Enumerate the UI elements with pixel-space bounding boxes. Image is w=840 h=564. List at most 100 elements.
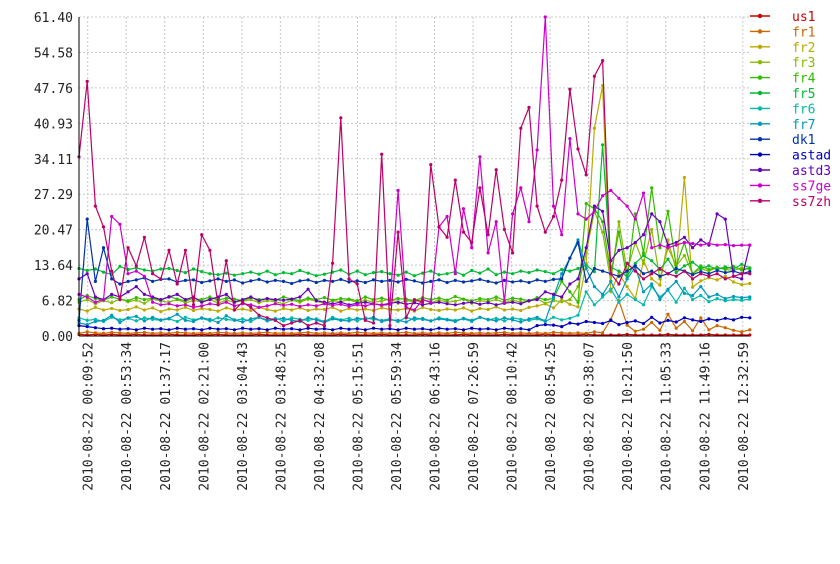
data-point <box>486 327 490 331</box>
data-point <box>371 326 376 330</box>
data-point <box>568 316 572 320</box>
data-point <box>576 313 580 317</box>
data-point <box>584 201 588 206</box>
data-point <box>396 297 400 301</box>
data-point <box>396 273 400 277</box>
data-point <box>551 330 556 334</box>
data-point <box>159 318 163 322</box>
data-point <box>715 297 719 301</box>
legend-marker <box>757 121 763 127</box>
data-point <box>461 306 466 310</box>
data-point <box>151 315 155 319</box>
data-point <box>740 243 744 247</box>
data-point <box>322 272 326 276</box>
data-point <box>519 302 523 306</box>
data-point <box>159 298 163 302</box>
data-point <box>576 331 580 335</box>
data-point <box>322 278 326 282</box>
data-point <box>658 298 662 302</box>
data-point <box>306 271 310 275</box>
data-point <box>682 175 687 180</box>
data-point <box>543 323 547 327</box>
data-point <box>650 282 654 286</box>
data-point <box>281 324 286 328</box>
legend-item-ss7zh: ss7zh <box>750 195 831 210</box>
data-point <box>510 318 515 322</box>
data-point <box>224 317 228 321</box>
data-point <box>478 297 482 301</box>
data-point <box>740 298 744 302</box>
data-point <box>191 327 196 331</box>
data-point <box>576 305 580 309</box>
data-point <box>486 307 490 312</box>
data-point <box>691 273 695 277</box>
data-point <box>175 268 179 273</box>
legend-marker <box>757 167 763 173</box>
data-point <box>560 267 564 272</box>
data-point <box>110 292 114 296</box>
data-point <box>592 209 597 213</box>
data-point <box>322 324 326 328</box>
data-point <box>731 318 736 322</box>
data-point <box>437 326 441 330</box>
data-point <box>388 327 392 331</box>
data-point <box>175 326 179 330</box>
data-point <box>650 269 654 273</box>
data-point <box>151 279 155 283</box>
data-point <box>429 328 433 332</box>
data-point <box>200 316 204 320</box>
data-point <box>224 259 228 263</box>
data-point <box>224 279 228 283</box>
data-point <box>723 277 727 281</box>
data-point <box>355 279 359 283</box>
data-point <box>85 295 89 299</box>
data-point <box>478 186 482 190</box>
data-point <box>249 331 253 335</box>
data-point <box>380 296 384 300</box>
data-point <box>257 313 261 317</box>
data-point <box>134 285 138 289</box>
data-point <box>650 272 654 276</box>
data-point <box>388 272 392 276</box>
data-point <box>183 331 187 335</box>
data-point <box>494 168 498 172</box>
data-point <box>216 303 220 307</box>
data-point <box>658 220 662 224</box>
data-point <box>625 277 629 281</box>
data-point <box>641 272 646 276</box>
axes: 0.00 6.82 13.64 20.47 27.29 34.11 40.93 47.76 54… <box>34 11 752 491</box>
data-point <box>461 207 466 211</box>
data-point <box>175 330 179 334</box>
data-point <box>273 326 277 330</box>
data-point <box>134 296 138 300</box>
data-point <box>707 241 711 246</box>
legend-marker <box>757 152 763 157</box>
data-point <box>208 331 212 335</box>
data-point <box>584 246 588 250</box>
data-point <box>617 248 621 252</box>
data-point <box>151 327 155 331</box>
data-point <box>609 287 613 291</box>
data-point <box>560 325 564 329</box>
x-tick-label: 2010-08-22 08:10:42 <box>506 342 521 491</box>
data-point <box>347 319 351 323</box>
data-point <box>110 313 114 317</box>
data-point <box>347 280 351 284</box>
y-tick-label: 54.58 <box>34 46 73 61</box>
data-point <box>241 331 245 335</box>
data-point <box>560 318 564 322</box>
data-point <box>551 306 556 310</box>
data-point <box>625 332 629 336</box>
legend-label: astad <box>792 149 831 164</box>
data-point <box>519 279 523 283</box>
data-point <box>519 308 523 313</box>
legend-label: fr6 <box>792 102 815 117</box>
data-point <box>388 324 392 328</box>
data-point <box>601 269 605 273</box>
data-point <box>347 297 351 301</box>
data-point <box>601 331 605 335</box>
data-point <box>740 315 744 319</box>
legend-item-fr1: fr1 <box>750 25 815 40</box>
data-point <box>461 280 466 284</box>
data-point <box>339 277 343 281</box>
